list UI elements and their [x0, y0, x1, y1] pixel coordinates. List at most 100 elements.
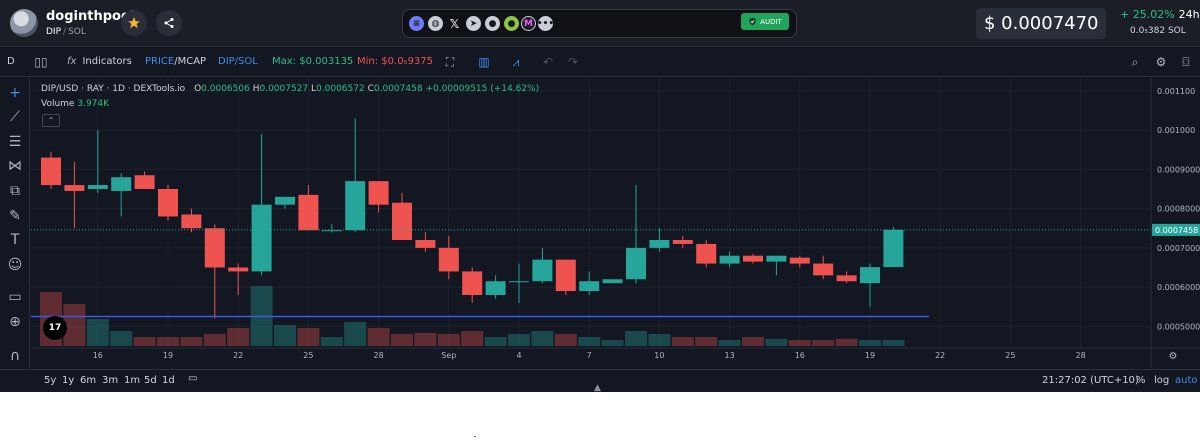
range-1m[interactable]: 1m — [124, 375, 141, 386]
range-1y[interactable]: 1y — [62, 375, 75, 386]
close-label: C — [367, 84, 374, 94]
token-header: doginthpool DIP / SOL ≡ ◍ 𝕏 ➤ ● ● M ••• AU… — [0, 0, 1200, 47]
x-tick-label: 19 — [865, 351, 875, 360]
open-label: O — [194, 84, 202, 94]
range-5d[interactable]: 5d — [144, 375, 157, 386]
quick-search-icon[interactable]: ⌕ — [1131, 54, 1139, 69]
reddit-icon[interactable]: ● — [485, 16, 500, 31]
magnet-icon[interactable]: ∩ — [9, 348, 21, 364]
volume-bar — [227, 328, 250, 346]
share-icon — [164, 18, 174, 28]
x-icon[interactable]: 𝕏 — [449, 16, 460, 31]
emoji-icon[interactable]: ☺ — [7, 257, 23, 273]
log-scale-button[interactable]: log — [1154, 375, 1170, 386]
volume-legend: Volume 3.974K — [41, 99, 109, 109]
horizontal-lines-icon[interactable]: ☰ — [8, 134, 22, 150]
max-price: Max: $0.003135 — [272, 56, 354, 67]
auto-scale-button[interactable]: auto — [1175, 375, 1198, 386]
date-range-icon[interactable]: ▭ — [188, 373, 198, 384]
percent-scale-button[interactable]: % — [1136, 375, 1146, 386]
range-5y[interactable]: 5y — [44, 375, 57, 386]
redo-icon[interactable]: ↷ — [567, 55, 579, 69]
volume-bar — [180, 337, 203, 346]
candle-body — [485, 281, 506, 295]
undo-icon[interactable]: ↶ — [542, 55, 554, 69]
candle-body — [368, 181, 389, 205]
camera-icon[interactable]: ⌼ — [1182, 54, 1190, 69]
range-3m[interactable]: 3m — [102, 375, 119, 386]
settings-icon[interactable]: ⚙ — [1155, 55, 1167, 69]
volume-bar — [414, 332, 437, 346]
price-mcap-toggle[interactable]: PRICE/MCAP — [145, 56, 206, 67]
pair-toggle[interactable]: DIP/SOL — [218, 56, 258, 67]
telegram-icon[interactable]: ➤ — [466, 16, 481, 31]
volume-bar — [63, 304, 86, 346]
range-6m[interactable]: 6m — [80, 375, 97, 386]
pattern-icon[interactable]: ⋈ — [8, 158, 22, 174]
candle-body — [111, 177, 132, 191]
collapse-legend-button[interactable]: ⌃ — [42, 114, 60, 127]
fib-icon[interactable]: ⧉ — [10, 183, 20, 199]
candle-body — [789, 257, 810, 264]
more-icon[interactable]: ••• — [537, 16, 554, 31]
candle-body — [532, 259, 553, 282]
price-usd: $ 0.0007470 — [976, 8, 1106, 39]
low-value: 0.0006572 — [316, 84, 365, 94]
x-tick-label: 22 — [935, 351, 945, 360]
axis-settings-icon: ⚙ — [1169, 351, 1178, 362]
favorite-button[interactable] — [121, 10, 147, 36]
share-button[interactable] — [156, 10, 182, 36]
bars-chart-icon[interactable]: ▥ — [478, 55, 490, 69]
candle-body — [696, 243, 717, 264]
coingecko-icon[interactable]: ● — [504, 16, 519, 31]
candle-body — [672, 240, 693, 244]
line-chart-icon[interactable]: ⩘ — [512, 54, 520, 69]
candle-body — [251, 204, 272, 272]
trend-line-icon[interactable]: ⟋ — [10, 109, 20, 125]
volume-bar — [508, 334, 530, 346]
pair-quote[interactable]: SOL — [68, 27, 86, 37]
x-tick-label: 16 — [93, 351, 103, 360]
mcap-option[interactable]: MCAP — [177, 56, 207, 67]
ruler-icon[interactable]: ▭ — [8, 289, 22, 305]
x-tick-label: 16 — [795, 351, 805, 360]
price-chart[interactable]: 0.0007458 0.001100 0.001000 0.0009000 0.000… — [31, 78, 1200, 368]
tradingview-logo[interactable]: 17 — [43, 316, 67, 340]
x-tick-label: 19 — [163, 351, 173, 360]
range-1d[interactable]: 1d — [162, 375, 175, 386]
volume-bar — [344, 322, 367, 346]
x-tick-label: 28 — [374, 351, 384, 360]
globe-icon[interactable]: ◍ — [428, 16, 443, 31]
crosshair-icon[interactable]: + — [9, 85, 21, 101]
clock-time[interactable]: 21:27:02 (UTC+10) — [1042, 375, 1139, 386]
bottom-bar: 5y 1y 6m 3m 1m 5d 1d ▭ 21:27:02 (UTC+10)… — [0, 369, 1200, 392]
candle-type-icon[interactable]: ▯▯ — [34, 55, 48, 69]
volume-bar — [765, 338, 788, 346]
brush-icon[interactable]: ✎ — [9, 208, 21, 224]
volume-bar — [601, 340, 624, 346]
volume-bar — [882, 340, 905, 346]
volume-bar — [203, 334, 226, 346]
x-tick-label: 10 — [654, 351, 664, 360]
fullscreen-icon[interactable]: ⛶ — [445, 54, 455, 69]
zoom-in-icon[interactable]: ⊕ — [9, 314, 21, 330]
y-tick-label: 0.0007000 — [1157, 244, 1200, 253]
x-tick-label: 25 — [303, 351, 313, 360]
volume-bar — [157, 337, 179, 346]
high-label: H — [252, 84, 260, 94]
change-value: +0.00009515 (+14.62%) — [425, 84, 540, 94]
volume-bar — [788, 340, 811, 346]
interval-button[interactable]: D — [7, 56, 15, 67]
price-option[interactable]: PRICE — [145, 56, 175, 67]
indicators-label: Indicators — [82, 56, 132, 67]
text-tool-icon[interactable]: T — [10, 232, 20, 248]
candle-body — [813, 263, 834, 276]
website-icon[interactable]: ≡ — [409, 16, 424, 31]
candle-body — [87, 185, 108, 189]
audit-button[interactable]: AUDIT — [741, 13, 789, 30]
other-icon[interactable]: M — [521, 16, 536, 31]
scroll-up-icon[interactable]: ▲ — [594, 383, 601, 393]
indicators-button[interactable]: fx Indicators — [67, 56, 132, 67]
volume-bar — [835, 338, 858, 346]
candle-body — [626, 247, 646, 280]
